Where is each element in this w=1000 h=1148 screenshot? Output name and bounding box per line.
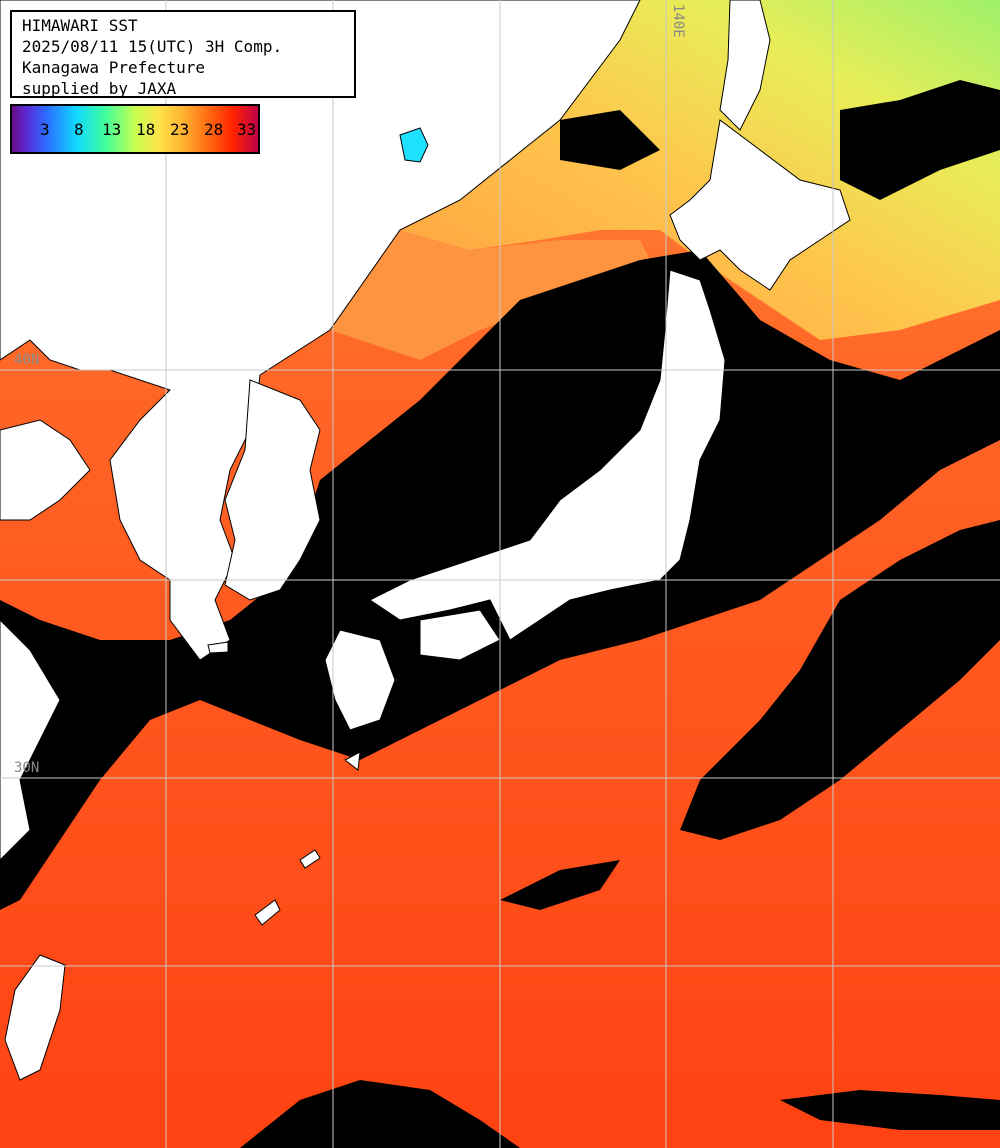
info-box: HIMAWARI SST 2025/08/11 15(UTC) 3H Comp.… [10, 10, 356, 98]
kyushu-island [324, 629, 396, 731]
legend-tick: 28 [204, 120, 224, 139]
data-credit: supplied by JAXA [22, 79, 177, 98]
prefecture-name: Kanagawa Prefecture [22, 58, 206, 77]
liaodong-china-coast [0, 419, 91, 521]
legend-tick: 13 [102, 120, 122, 139]
ryukyu-islands [254, 751, 361, 926]
latitude-label-30n: 30N [14, 760, 40, 776]
legend-tick: 23 [170, 120, 190, 139]
legend-tick: 8 [74, 120, 84, 139]
korean-peninsula [224, 379, 321, 601]
taiwan-island [4, 954, 66, 1081]
sea-of-japan-north [330, 230, 660, 360]
product-title: HIMAWARI SST [22, 16, 138, 35]
land-masses [0, 0, 851, 1081]
north-cool-waters [400, 0, 1000, 340]
legend-tick: 33 [237, 120, 257, 139]
hokkaido-island [669, 119, 851, 291]
latitude-label-40n: 40N [14, 352, 40, 368]
shikoku-island [419, 609, 501, 661]
cold-lake [399, 127, 429, 163]
jeju-island [207, 641, 229, 654]
china-east-coast [0, 619, 61, 861]
sakhalin-island [719, 0, 771, 131]
composite-time: 2025/08/11 15(UTC) 3H Comp. [22, 37, 283, 56]
legend-tick: 3 [40, 120, 50, 139]
longitude-label-140e: 140E [670, 4, 686, 38]
temperature-legend: 3 8 13 18 23 28 33 [10, 104, 260, 154]
legend-tick: 18 [136, 120, 156, 139]
